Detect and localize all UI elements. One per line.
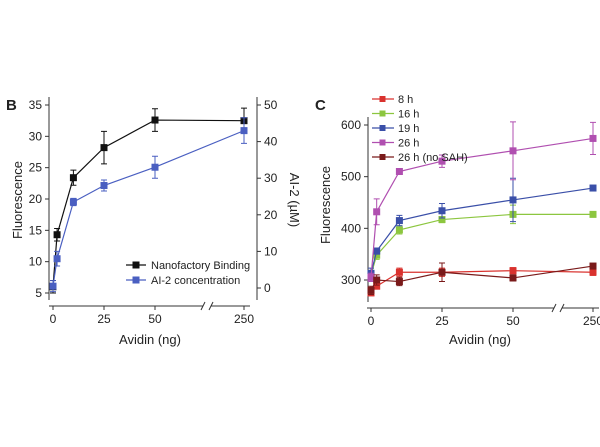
legend-label: AI-2 concentration [151, 275, 240, 287]
data-point [373, 208, 381, 216]
data-point [240, 127, 248, 135]
data-point [69, 174, 77, 182]
data-point [151, 116, 159, 124]
data-point [395, 217, 403, 225]
data-point [589, 134, 597, 142]
panel-b: B Fluorescence AI-2 (µM) Avidin (ng) 0 25… [6, 97, 302, 347]
legend-marker [379, 110, 386, 117]
data-point [438, 207, 446, 215]
legend-marker [132, 261, 140, 269]
legend-label: 26 h [398, 138, 419, 150]
legend-marker [379, 154, 386, 160]
data-point [395, 268, 403, 276]
legend-marker [379, 125, 386, 131]
x-tick-label: 25 [435, 314, 449, 328]
x-axis-label-b: Avidin (ng) [119, 332, 181, 347]
series-line [370, 270, 594, 294]
x-tick-label: 250 [583, 314, 600, 328]
data-point [438, 268, 446, 276]
data-point [509, 196, 517, 204]
data-point [589, 210, 597, 218]
data-point [69, 198, 77, 206]
y2-tick-label: 10 [264, 244, 278, 258]
y-tick-label: 15 [29, 223, 43, 237]
legend-marker [379, 96, 386, 102]
y-tick-label: 400 [341, 221, 361, 235]
legend-label: 8 h [398, 94, 413, 106]
legend-marker [379, 139, 386, 146]
x-tick-label: 250 [234, 312, 254, 326]
series-26-h [367, 121, 597, 283]
y2-axis-label-b: AI-2 (µM) [287, 173, 302, 227]
data-point [367, 273, 375, 281]
data-point [395, 168, 403, 175]
series-line [370, 213, 593, 276]
data-point [373, 251, 381, 259]
series-line [52, 130, 245, 287]
series-line [370, 265, 594, 291]
data-point [589, 184, 597, 192]
axis-break-mark [551, 303, 565, 313]
x-tick-label: 0 [50, 312, 57, 326]
y-tick-label: 25 [29, 161, 43, 175]
data-point [100, 144, 108, 152]
x-tick-label: 50 [148, 312, 162, 326]
data-point [100, 182, 108, 190]
data-point [438, 157, 446, 165]
legend-marker [132, 276, 140, 284]
data-point [151, 163, 159, 171]
y-tick-label: 35 [29, 98, 43, 112]
data-point [509, 267, 517, 275]
panel-c: C Fluorescence Avidin (ng) 0 25 50 250 300 40… [315, 94, 600, 347]
data-point [509, 147, 517, 155]
y-axis-label-b: Fluorescence [10, 161, 25, 239]
y-tick-label: 20 [29, 192, 43, 206]
data-point [395, 278, 403, 286]
series-ai-2-concentration [49, 117, 248, 293]
series-line [370, 137, 594, 278]
y2-tick-label: 40 [264, 135, 278, 149]
data-point [53, 255, 61, 263]
data-point [367, 286, 375, 294]
panel-label-b: B [6, 97, 17, 114]
y-tick-label: 30 [29, 129, 43, 143]
y-tick-label: 10 [29, 255, 43, 269]
panel-label-c: C [315, 97, 326, 114]
y-tick-label: 500 [341, 170, 361, 184]
data-point [509, 274, 517, 282]
data-point [49, 282, 57, 290]
data-point [395, 226, 403, 234]
y-axis-label-c: Fluorescence [318, 166, 333, 244]
data-point [53, 231, 61, 239]
axis-break-mark [200, 301, 214, 311]
y-tick-label: 600 [341, 118, 361, 132]
series-line [52, 119, 245, 287]
x-axis-label-c: Avidin (ng) [449, 332, 511, 347]
x-tick-label: 50 [506, 314, 520, 328]
y2-tick-label: 20 [264, 208, 278, 222]
data-point [438, 216, 446, 224]
x-tick-label: 0 [368, 314, 375, 328]
data-point [373, 247, 381, 255]
series-26-h-no-sah- [367, 262, 597, 295]
y2-tick-label: 0 [264, 281, 271, 295]
data-point [373, 282, 381, 290]
data-point [589, 268, 597, 276]
series-line [370, 187, 594, 274]
legend-label: 16 h [398, 109, 419, 121]
y-tick-label: 5 [35, 286, 42, 300]
data-point [589, 262, 597, 270]
legend-label: Nanofactory Binding [151, 260, 250, 272]
y-tick-label: 300 [341, 273, 361, 287]
data-point [373, 276, 381, 284]
x-tick-label: 25 [97, 312, 111, 326]
y2-tick-label: 50 [264, 98, 278, 112]
y2-tick-label: 30 [264, 171, 278, 185]
legend-label: 26 h (no SAH) [398, 152, 468, 164]
legend-label: 19 h [398, 123, 419, 135]
